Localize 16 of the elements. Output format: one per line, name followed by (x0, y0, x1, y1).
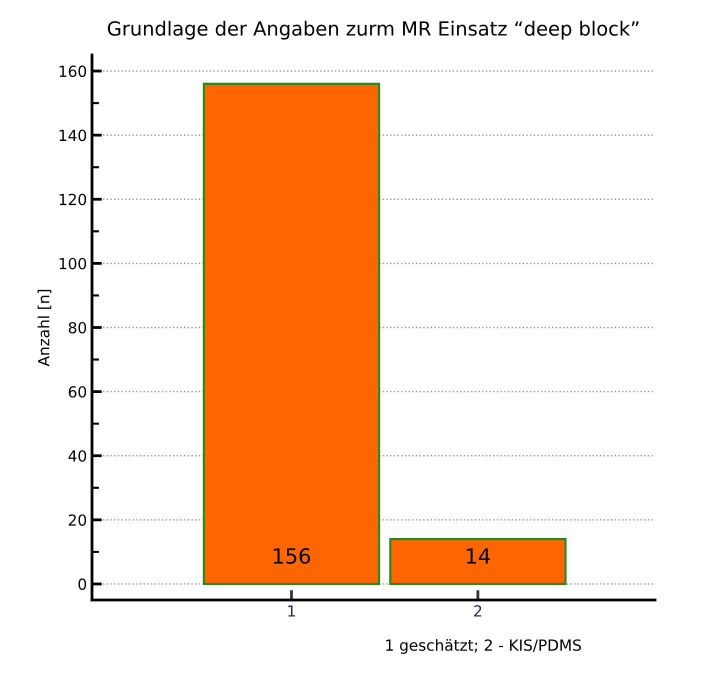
y-tick-label: 20 (68, 514, 86, 526)
x-axis-title: 1 geschätzt; 2 - KIS/PDMS (386, 639, 581, 654)
x-tick-label: 1 (288, 605, 295, 616)
y-tick-label: 80 (68, 322, 86, 334)
y-tick-label: 160 (60, 65, 86, 78)
chart-title: Grundlage der Angaben zurm MR Einsatz “deep block” (108, 20, 638, 40)
x-tick-label: 2 (474, 605, 482, 616)
y-axis-title: Anzahl [n] (38, 290, 52, 366)
data-label: 14 (466, 548, 490, 564)
y-tick-label: 100 (60, 258, 86, 270)
y-tick-label: 60 (68, 386, 86, 398)
y-tick-label: 120 (60, 194, 86, 206)
y-tick-label: 40 (68, 450, 86, 462)
y-tick-label: 140 (60, 130, 86, 142)
data-label: 156 (274, 548, 310, 564)
y-tick-label: 0 (78, 578, 86, 590)
